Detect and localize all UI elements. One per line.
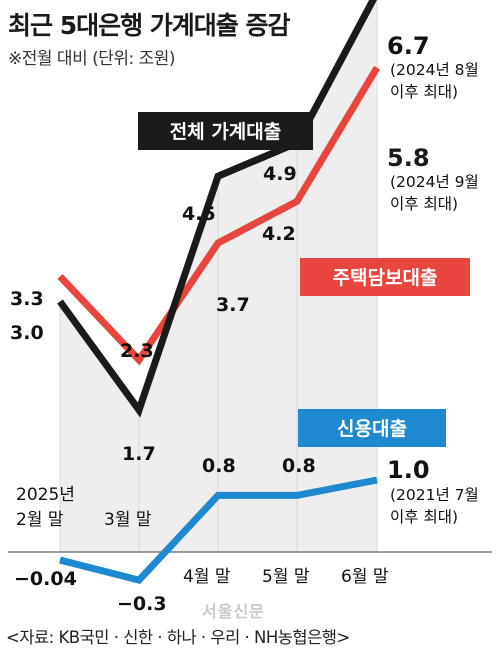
chart-subtitle: ※전월 대비 (단위: 조원)	[8, 49, 176, 69]
category-label: 2025년	[16, 485, 75, 505]
total-label: 4.5	[182, 203, 216, 225]
mortgage-series-name: 주택담보대출	[333, 267, 438, 289]
mortgage-label: 3.3	[10, 288, 44, 310]
mortgage-label: 2.3	[120, 340, 154, 362]
credit-label: −0.3	[117, 593, 167, 615]
mortgage-series-box	[300, 258, 470, 296]
mortgage-note: 이후 최대)	[390, 195, 458, 213]
total-series-line	[57, 0, 377, 418]
credit-series-line	[59, 476, 378, 585]
total-series-name: 전체 가계대출	[170, 121, 282, 143]
total-label: 4.9	[263, 163, 297, 185]
watermark: 서울신문	[202, 602, 265, 621]
mortgage-note: (2024년 9월	[390, 173, 479, 191]
total-note: 이후 최대)	[390, 83, 458, 101]
credit-label: 1.0	[387, 456, 430, 484]
credit-label: 0.8	[282, 455, 316, 477]
category-label: 2월 말	[16, 510, 64, 530]
mortgage-label: 4.2	[262, 223, 296, 245]
mortgage-series-line	[57, 65, 381, 366]
credit-label: 0.8	[202, 455, 236, 477]
category-label: 4월 말	[183, 567, 231, 587]
credit-series-box	[298, 409, 446, 447]
category-label: 6월 말	[341, 567, 389, 587]
mortgage-label: 5.8	[387, 144, 430, 172]
total-label: 3.0	[10, 322, 44, 344]
total-series-box	[138, 112, 313, 150]
credit-note: 이후 최대)	[390, 508, 458, 526]
total-label: 6.7	[387, 32, 430, 60]
data-source: <자료: KB국민 · 신한 · 하나 · 우리 · NH농협은행>	[6, 628, 350, 647]
total-note: (2024년 8월	[390, 61, 479, 79]
total-label: 1.7	[122, 443, 156, 465]
chart-title: 최근 5대은행 가계대출 증감	[8, 11, 291, 40]
credit-series-name: 신용대출	[337, 418, 407, 440]
category-label: 3월 말	[104, 510, 152, 530]
credit-label: −0.04	[14, 568, 77, 590]
credit-note: (2021년 7월	[390, 486, 479, 504]
category-label: 5월 말	[262, 567, 310, 587]
mortgage-label: 3.7	[216, 294, 250, 316]
